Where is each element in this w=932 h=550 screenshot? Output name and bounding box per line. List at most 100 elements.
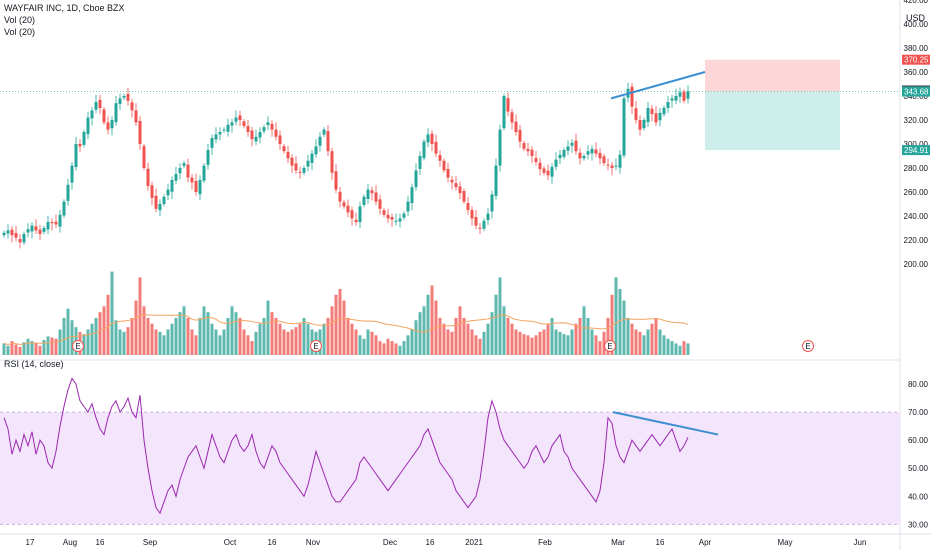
rsi-line: [3, 377, 689, 515]
volume-bar: [354, 329, 358, 355]
candle-body: [606, 164, 610, 166]
price-label-badge: [902, 145, 930, 156]
candle-body: [30, 225, 34, 232]
candle-body: [106, 122, 110, 130]
candle-body: [634, 108, 638, 120]
candle-body: [42, 228, 46, 232]
price-tick-label: 260.00: [904, 188, 929, 197]
price-label-text: 370.25: [904, 56, 929, 65]
volume-bar: [58, 329, 62, 355]
volume-bar: [626, 317, 630, 355]
candle-body: [194, 180, 198, 192]
candle-body: [166, 189, 170, 196]
volume-bar: [586, 317, 590, 355]
candle-body: [678, 92, 682, 97]
volume-bar: [182, 306, 186, 355]
candle-body: [558, 154, 562, 159]
candle-body: [58, 214, 62, 227]
volume-bar: [542, 329, 546, 355]
candle-body: [482, 220, 486, 229]
candle-body: [514, 121, 518, 132]
earnings-marker: [604, 340, 616, 352]
candle-body: [138, 120, 142, 144]
candle-body: [610, 165, 614, 168]
candle-body: [538, 162, 542, 170]
candle-body: [134, 110, 138, 123]
volume-bar: [538, 331, 542, 355]
volume-bar: [234, 312, 238, 355]
candle-body: [442, 160, 446, 171]
volume-bar: [470, 329, 474, 355]
volume-bar: [50, 337, 54, 355]
volume-bar: [450, 331, 454, 355]
volume-bar: [238, 317, 242, 355]
volume-bar: [670, 341, 674, 355]
volume-bar: [90, 323, 94, 355]
volume-bar: [358, 335, 362, 355]
volume-bar: [206, 312, 210, 355]
volume-bar: [122, 331, 126, 355]
rsi-band: [0, 412, 900, 525]
volume-bar: [330, 306, 334, 355]
volume-bar: [646, 329, 650, 355]
candle-body: [90, 110, 94, 119]
volume-bar: [158, 331, 162, 355]
volume-bar: [22, 342, 26, 355]
volume-bar: [218, 335, 222, 355]
candle-body: [526, 148, 530, 152]
time-tick-label: 17: [26, 538, 35, 547]
volume-bar: [630, 323, 634, 355]
time-tick-label: Aug: [63, 538, 77, 547]
candle-body: [74, 144, 78, 168]
candle-body: [278, 135, 282, 144]
volume-bar: [70, 320, 74, 355]
stop-zone: [705, 59, 840, 92]
candle-body: [658, 112, 662, 121]
rsi-tick-label: 30.00: [908, 520, 929, 529]
volume-bar: [662, 335, 666, 355]
volume-bar: [290, 329, 294, 355]
volume-bar: [242, 329, 246, 355]
candle-body: [250, 130, 254, 140]
time-tick-label: Jun: [854, 538, 867, 547]
candle-body: [386, 214, 390, 219]
volume-bar: [334, 294, 338, 355]
price-tick-label: 320.00: [904, 116, 929, 125]
volume-bar: [134, 300, 138, 355]
candle-body: [218, 132, 222, 135]
volume-bar: [530, 337, 534, 355]
candle-body: [382, 210, 386, 215]
candle-body: [370, 190, 374, 194]
volume-bar: [278, 323, 282, 355]
volume-bar: [522, 334, 526, 355]
volume-bar: [262, 317, 266, 355]
candle-body: [34, 226, 38, 231]
time-tick-label: Sep: [143, 538, 158, 547]
volume-bar: [482, 331, 486, 355]
candle-body: [550, 166, 554, 177]
volume-bar: [430, 285, 434, 355]
volume-bar: [34, 343, 38, 355]
volume-bar: [114, 320, 118, 355]
volume-bar: [174, 317, 178, 355]
candle-body: [562, 150, 566, 157]
rsi-tick-label: 50.00: [908, 464, 929, 473]
candle-body: [666, 102, 670, 108]
candle-body: [654, 113, 658, 123]
volume-bar: [582, 306, 586, 355]
candle-body: [670, 98, 674, 101]
volume-bar: [38, 345, 42, 355]
candle-body: [26, 229, 30, 233]
volume-bar: [546, 323, 550, 355]
candle-body: [126, 93, 130, 101]
volume-bar: [106, 294, 110, 355]
candle-body: [326, 131, 330, 152]
earnings-marker: [72, 340, 84, 352]
candle-body: [86, 117, 90, 135]
candle-body: [270, 123, 274, 130]
candle-body: [454, 183, 458, 188]
candle-body: [130, 102, 134, 111]
candle-body: [530, 149, 534, 156]
